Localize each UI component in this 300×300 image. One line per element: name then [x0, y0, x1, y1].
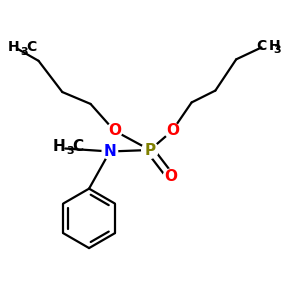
Circle shape — [163, 169, 178, 184]
Text: O: O — [164, 169, 177, 184]
Text: N: N — [103, 144, 116, 159]
Text: C: C — [73, 139, 84, 154]
Text: C: C — [26, 40, 36, 54]
Circle shape — [165, 123, 180, 138]
Text: H: H — [269, 39, 280, 53]
Text: 3: 3 — [67, 146, 74, 156]
Text: 3: 3 — [21, 47, 28, 57]
Text: 3: 3 — [273, 45, 281, 55]
Text: C: C — [256, 39, 267, 53]
Circle shape — [106, 123, 122, 138]
Text: O: O — [166, 123, 179, 138]
Text: O: O — [108, 123, 121, 138]
Circle shape — [142, 142, 158, 158]
Circle shape — [102, 144, 118, 159]
Text: H: H — [52, 139, 65, 154]
Text: H: H — [8, 40, 19, 54]
Text: P: P — [144, 142, 156, 158]
